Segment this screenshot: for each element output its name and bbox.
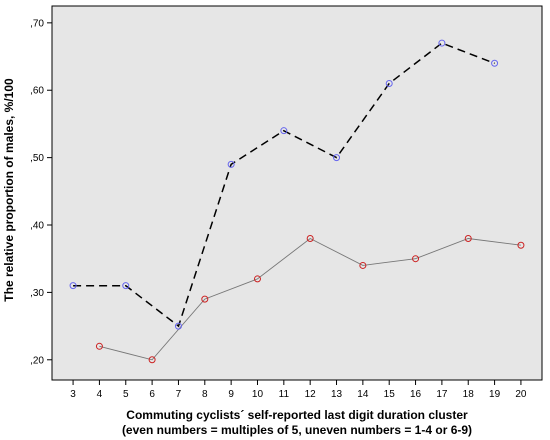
x-tick-label: 3: [70, 389, 76, 400]
y-axis-title: The relative proportion of males, %/100: [2, 78, 16, 302]
x-tick-label: 20: [515, 389, 527, 400]
series-1-point: [385, 79, 393, 87]
y-axis: ,20 ,30 ,40 ,50 ,60 ,70: [30, 18, 52, 366]
x-tick-label: 10: [252, 389, 264, 400]
series-2-point: [95, 342, 103, 350]
series-1-point: [333, 154, 341, 162]
series-2-point: [253, 275, 261, 283]
y-tick-label: ,30: [30, 288, 44, 299]
x-tick-label: 5: [123, 389, 129, 400]
series-1-point: [438, 39, 446, 47]
x-tick-label: 4: [97, 389, 103, 400]
series-1-point: [491, 59, 499, 67]
y-tick-label: ,40: [30, 221, 44, 232]
series-1-point: [280, 127, 288, 135]
plot-background: [51, 5, 543, 381]
x-axis: 3 4 5 6 7 8 9 10 11 12 13 14 15 16 17 18 19 20: [70, 380, 527, 400]
x-tick-label: 14: [357, 389, 369, 400]
x-tick-label: 18: [463, 389, 475, 400]
series-markers: [69, 39, 525, 364]
series-2-point: [201, 295, 209, 303]
series-1-point: [122, 282, 130, 290]
series-2-point: [517, 241, 525, 249]
y-tick-label: ,50: [30, 153, 44, 164]
series-lines: [73, 42, 521, 361]
series-2-point: [359, 261, 367, 269]
x-tick-label: 16: [410, 389, 422, 400]
series-2-point: [412, 255, 420, 263]
x-tick-label: 7: [176, 389, 182, 400]
series-2-point: [464, 234, 472, 242]
x-tick-label: 13: [331, 389, 343, 400]
series-1-point: [69, 282, 77, 290]
series-1-line: [73, 42, 495, 328]
y-tick-label: ,20: [30, 355, 44, 366]
x-tick-label: 11: [279, 389, 290, 400]
x-tick-label: 19: [489, 389, 501, 400]
series-2-point: [306, 234, 314, 242]
x-axis-title-line-2: (even numbers = multiples of 5, uneven n…: [122, 423, 472, 437]
series-1-point: [227, 160, 235, 168]
x-tick-label: 9: [228, 389, 234, 400]
series-2-point: [148, 356, 156, 364]
series-2-line: [99, 237, 521, 361]
x-tick-label: 15: [384, 389, 396, 400]
series-1-point: [174, 322, 182, 330]
y-tick-label: ,70: [30, 18, 44, 29]
x-tick-label: 12: [305, 389, 317, 400]
x-tick-label: 17: [436, 389, 448, 400]
x-axis-title-line-1: Commuting cyclists´ self-reported last d…: [126, 408, 468, 422]
x-tick-label: 8: [202, 389, 208, 400]
y-tick-label: ,60: [30, 86, 44, 97]
x-tick-label: 6: [149, 389, 155, 400]
